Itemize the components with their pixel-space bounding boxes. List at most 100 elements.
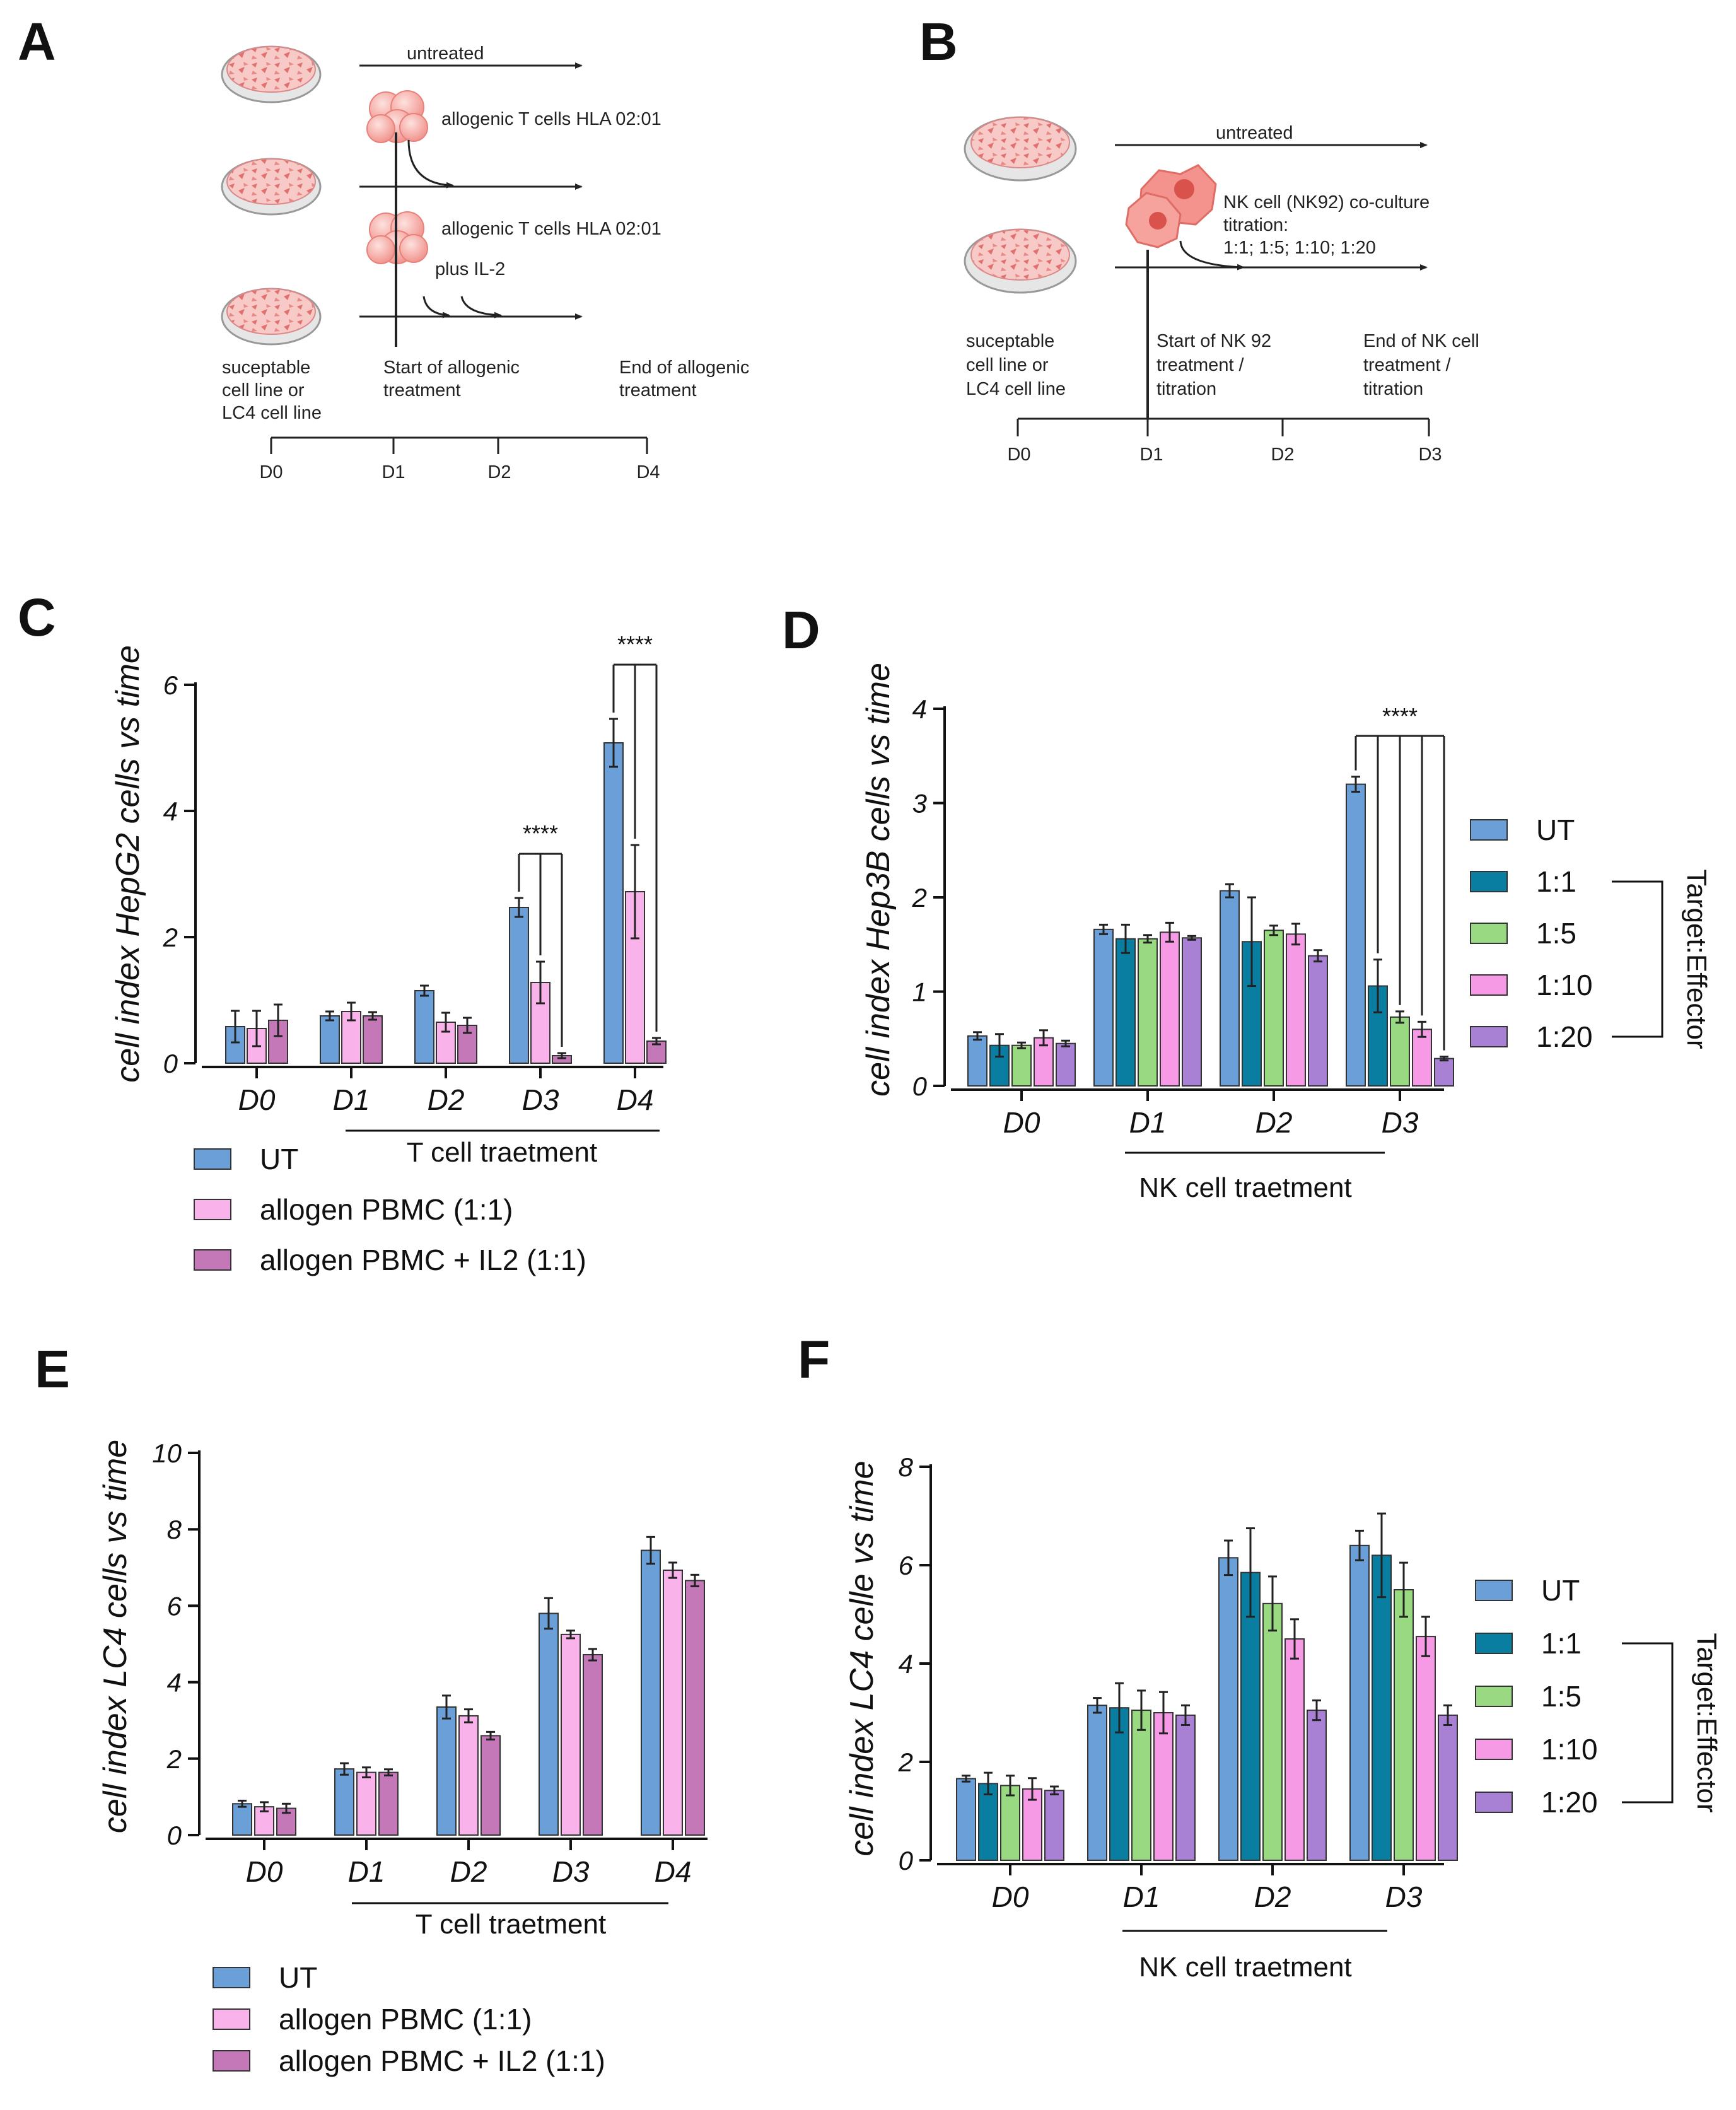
cell-line-label: suceptable	[966, 331, 1054, 351]
legend-label: allogen PBMC + IL2 (1:1)	[279, 2044, 605, 2077]
legend-swatch	[1475, 1686, 1513, 1707]
bar	[1087, 1705, 1107, 1862]
category-label: D1	[1129, 1106, 1167, 1139]
timeline-day-label: D3	[1418, 445, 1442, 465]
bar	[1175, 1714, 1196, 1861]
bar	[1056, 1042, 1076, 1087]
y-axis-title: cell index LC4 cells vs time	[97, 1440, 134, 1833]
nk-co-culture-label: 1:1; 1:5; 1:10; 1:20	[1223, 238, 1376, 258]
y-axis-title: cell index LC4 celle vs time	[844, 1460, 880, 1856]
legend-label: UT	[260, 1143, 298, 1175]
t-cells-il2-label: allogenic T cells HLA 02:01	[441, 219, 661, 239]
y-axis-title: cell index HepG2 cells vs time	[110, 645, 146, 1083]
y-tick-label: 6	[899, 1551, 914, 1580]
bar	[1116, 938, 1136, 1087]
y-tick-label: 10	[152, 1438, 182, 1468]
legend-swatch	[1475, 1792, 1513, 1813]
bar	[1218, 1557, 1238, 1862]
y-tick-label: 3	[912, 789, 927, 819]
bar	[1160, 931, 1180, 1087]
bar	[1416, 1636, 1436, 1862]
bar	[1372, 1554, 1392, 1861]
bar	[363, 1015, 383, 1064]
legend-swatch	[1470, 871, 1508, 892]
legend-label: allogen PBMC + IL2 (1:1)	[260, 1244, 586, 1276]
petri-dish-icon	[964, 116, 1077, 182]
category-label: D2	[1255, 1106, 1293, 1139]
legend-swatch	[213, 1967, 250, 1988]
panel-label-c: C	[18, 588, 56, 647]
legend-swatch	[1475, 1633, 1513, 1654]
bar	[1438, 1714, 1458, 1861]
legend-swatch	[213, 2050, 250, 2072]
bar	[1000, 1785, 1020, 1861]
panel-label-f: F	[798, 1330, 830, 1389]
timeline-day-label: D1	[382, 462, 405, 482]
y-tick-label: 4	[167, 1668, 182, 1698]
y-tick-label: 1	[912, 977, 927, 1007]
legend-swatch	[194, 1199, 231, 1220]
significance-label: ****	[523, 820, 558, 846]
y-tick-label: 6	[163, 670, 178, 700]
legend-label: 1:5	[1536, 917, 1576, 950]
chart-f: 0 2 4 6 8 cell index LC4 celle vs time D0 D1 D2 D…	[844, 1452, 1722, 1983]
bar	[956, 1778, 976, 1862]
y-tick-label: 2	[163, 923, 178, 952]
category-label: D0	[992, 1880, 1029, 1913]
cell-line-label: cell line or	[966, 355, 1049, 375]
bar	[1286, 933, 1306, 1087]
panel-label-b: B	[919, 12, 958, 71]
category-label: D3	[1382, 1106, 1419, 1139]
legend-swatch	[194, 1148, 231, 1170]
category-label: D3	[522, 1083, 559, 1116]
bar	[1285, 1638, 1305, 1861]
legend-swatch	[194, 1249, 231, 1271]
legend-swatch	[213, 2008, 250, 2030]
bar	[1262, 1602, 1283, 1862]
bar	[458, 1715, 479, 1836]
y-tick-label: 4	[899, 1649, 913, 1679]
bar	[539, 1612, 559, 1836]
end-label: treatment /	[1363, 355, 1452, 375]
bar	[1264, 930, 1284, 1087]
start-label: titration	[1156, 379, 1216, 399]
treatment-label: NK cell traetment	[1139, 1952, 1351, 1983]
bar	[1182, 937, 1202, 1087]
bar	[561, 1633, 581, 1836]
bar	[663, 1570, 683, 1836]
legend-swatch	[1470, 974, 1508, 996]
legend-group-label: Target:Effector	[1681, 869, 1712, 1049]
end-label: treatment	[619, 380, 697, 400]
bar	[1220, 890, 1240, 1087]
bar	[1434, 1058, 1454, 1087]
untreated-label: untreated	[407, 44, 484, 64]
legend-label: UT	[1541, 1574, 1580, 1607]
legend-swatch	[1470, 923, 1508, 944]
category-label: D2	[450, 1855, 487, 1888]
timeline-day-label: D2	[1271, 445, 1294, 465]
y-tick-label: 0	[163, 1049, 178, 1078]
bar	[1138, 938, 1158, 1087]
cell-line-label: cell line or	[222, 380, 305, 400]
y-tick-label: 4	[163, 796, 178, 826]
panel-label-e: E	[35, 1339, 70, 1399]
bar	[320, 1015, 340, 1064]
bar	[603, 742, 624, 1064]
schematic-a: untreated allogenic T cells HLA 02:01 al…	[221, 44, 749, 482]
legend-bracket	[1622, 1642, 1674, 1804]
legend-bracket	[1612, 880, 1663, 1038]
chart-d: 0 1 2 3 4 cell index Hep3B cells vs time D0 D1 D…	[860, 663, 1712, 1203]
t-cell-cluster-icon	[366, 90, 428, 143]
legend-label: 1:1	[1541, 1627, 1582, 1660]
significance-label: ****	[617, 631, 653, 657]
bar	[1394, 1589, 1414, 1861]
timeline-day-label: D2	[487, 462, 511, 482]
timeline-day-label: D0	[259, 462, 283, 482]
legend-label: 1:1	[1536, 865, 1576, 898]
start-label: Start of allogenic	[383, 358, 520, 378]
legend-swatch	[1470, 1026, 1508, 1047]
y-tick-label: 0	[912, 1071, 928, 1101]
bar	[685, 1580, 705, 1836]
il2-label: plus IL-2	[435, 259, 505, 279]
